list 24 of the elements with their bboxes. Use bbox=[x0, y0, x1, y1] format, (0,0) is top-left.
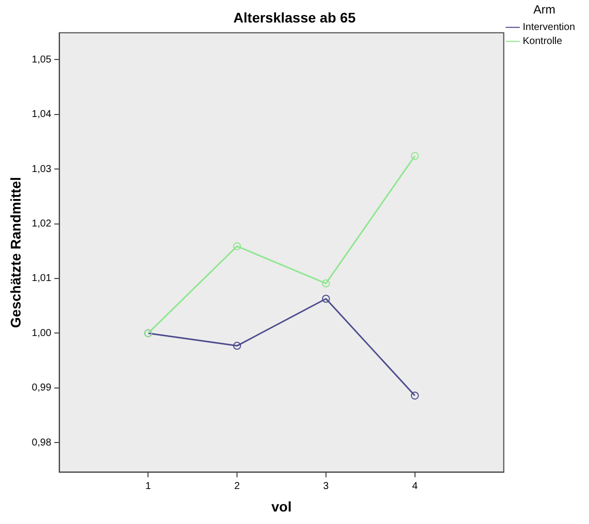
y-axis-title: Geschätzte Randmittel bbox=[7, 177, 24, 328]
chart-title: Altersklasse ab 65 bbox=[233, 9, 356, 26]
x-tick-label: 3 bbox=[323, 480, 330, 492]
x-tick-label: 2 bbox=[234, 480, 240, 492]
y-tick-label: 1,02 bbox=[32, 218, 52, 230]
y-tick-label: 1,04 bbox=[32, 109, 52, 120]
point bbox=[322, 279, 330, 288]
point bbox=[410, 392, 419, 400]
point bbox=[410, 152, 419, 160]
point bbox=[322, 294, 330, 303]
x-tick-label: 1 bbox=[145, 480, 152, 492]
x-tick-label: 4 bbox=[412, 480, 418, 492]
y-tick-label: 0,98 bbox=[32, 437, 52, 448]
legend-label: Kontrolle bbox=[522, 36, 563, 48]
y-tick-label: 0,99 bbox=[32, 382, 52, 394]
point bbox=[233, 242, 242, 250]
y-tick-label: 1,00 bbox=[32, 328, 52, 339]
legend-label: Intervention bbox=[522, 22, 576, 34]
y-tick-label: 1,05 bbox=[32, 54, 52, 66]
point bbox=[233, 342, 242, 350]
x-axis-title: vol bbox=[271, 498, 292, 514]
y-tick-label: 1,03 bbox=[32, 164, 52, 175]
y-tick-label: 1,01 bbox=[32, 273, 52, 284]
legend-title: Arm bbox=[533, 2, 556, 16]
